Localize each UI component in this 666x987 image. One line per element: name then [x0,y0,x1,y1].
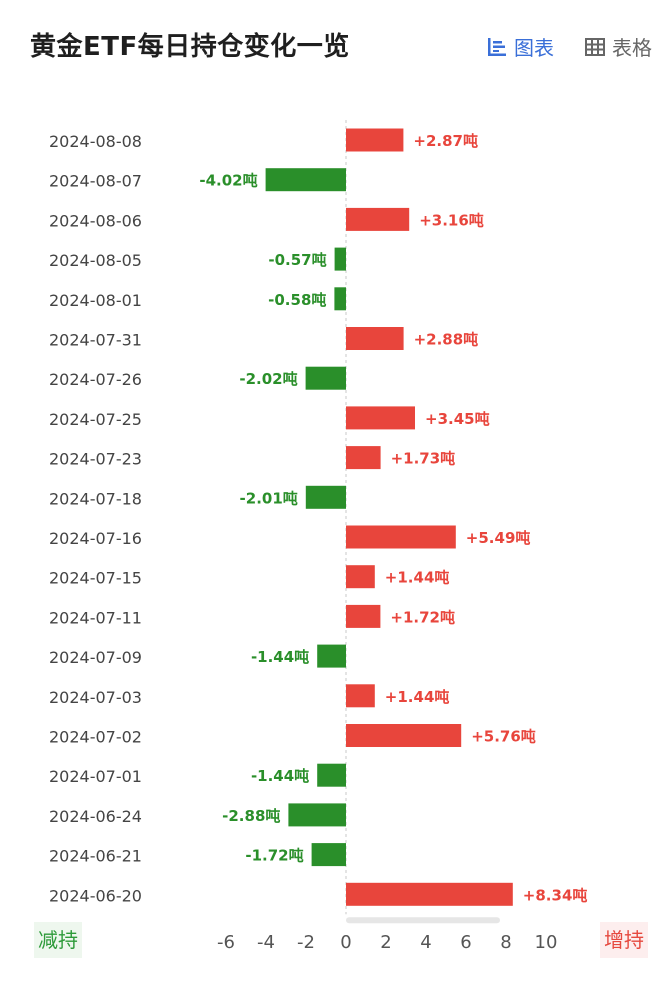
scroll-track [346,917,500,924]
table-view-label: 表格 [612,36,652,60]
negative-bar [305,485,346,509]
positive-bar [346,882,513,906]
data-label: -4.02吨 [199,172,257,190]
data-label: +2.88吨 [414,331,479,349]
data-label: -2.01吨 [240,489,298,507]
negative-bar [317,644,346,668]
data-label: +1.44吨 [385,688,450,706]
category-label: 2024-07-18 [49,489,142,508]
category-label: 2024-06-24 [49,807,142,826]
reduce-legend-tag: 减持 [34,922,82,958]
data-label: -0.57吨 [268,251,326,269]
data-label: +2.87吨 [413,132,478,150]
x-tick-label: -4 [257,932,275,953]
positive-bar [346,128,404,152]
category-label: 2024-08-05 [49,251,142,270]
category-label: 2024-07-11 [49,608,142,627]
category-label: 2024-07-03 [49,688,142,707]
negative-bar [265,168,346,192]
x-tick-label: -6 [217,932,235,953]
negative-bar [288,803,346,827]
positive-bar [346,604,381,628]
table-grid-icon [584,36,606,58]
positive-bar [346,406,415,430]
category-label: 2024-07-31 [49,331,142,350]
category-label: 2024-07-26 [49,370,142,389]
category-label: 2024-07-15 [49,569,142,588]
data-label: +3.16吨 [419,211,484,229]
positive-bar [346,207,410,231]
category-label: 2024-08-08 [49,132,142,151]
data-label: +5.76吨 [471,728,536,746]
category-label: 2024-07-01 [49,767,142,786]
chart-view-button[interactable]: 图表 [486,32,554,61]
header: 黄金ETF每日持仓变化一览 图表 表格 [0,0,666,90]
data-label: -2.02吨 [239,370,297,388]
x-tick-label: 4 [420,932,431,953]
positive-bar [346,565,375,589]
data-label: +5.49吨 [466,529,531,547]
category-label: 2024-07-16 [49,529,142,548]
category-label: 2024-07-09 [49,648,142,667]
page-title: 黄金ETF每日持仓变化一览 [30,32,350,62]
data-label: +8.34吨 [523,886,588,904]
category-label: 2024-07-02 [49,728,142,747]
negative-bar [305,366,346,390]
data-label: -1.72吨 [245,847,303,865]
table-view-button[interactable]: 表格 [584,32,652,61]
positive-bar [346,684,375,708]
data-label: -2.88吨 [222,807,280,825]
data-label: +3.45吨 [425,410,490,428]
negative-bar [311,843,346,867]
data-label: -0.58吨 [268,291,326,309]
positive-bar [346,525,456,549]
category-label: 2024-06-20 [49,886,142,905]
chart-view-label: 图表 [514,36,554,60]
data-label: +1.73吨 [391,450,456,468]
negative-bar [334,287,346,311]
category-label: 2024-07-23 [49,450,142,469]
negative-bar [334,247,346,271]
data-label: -1.44吨 [251,648,309,666]
x-tick-label: 6 [460,932,471,953]
category-label: 2024-08-07 [49,172,142,191]
category-label: 2024-07-25 [49,410,142,429]
x-tick-label: 2 [380,932,391,953]
negative-bar [317,763,346,787]
positive-bar [346,327,404,350]
x-tick-label: -2 [297,932,315,953]
positive-bar [346,446,381,470]
category-label: 2024-06-21 [49,847,142,866]
increase-legend-tag: 增持 [600,922,648,958]
x-tick-label: 10 [535,932,558,953]
category-label: 2024-08-01 [49,291,142,310]
data-label: +1.72吨 [390,608,455,626]
x-tick-label: 8 [500,932,511,953]
data-label: +1.44吨 [385,569,450,587]
bar-chart-icon [486,36,508,58]
positive-bar [346,724,462,747]
data-label: -1.44吨 [251,767,309,785]
x-tick-label: 0 [340,932,351,953]
category-label: 2024-08-06 [49,211,142,230]
